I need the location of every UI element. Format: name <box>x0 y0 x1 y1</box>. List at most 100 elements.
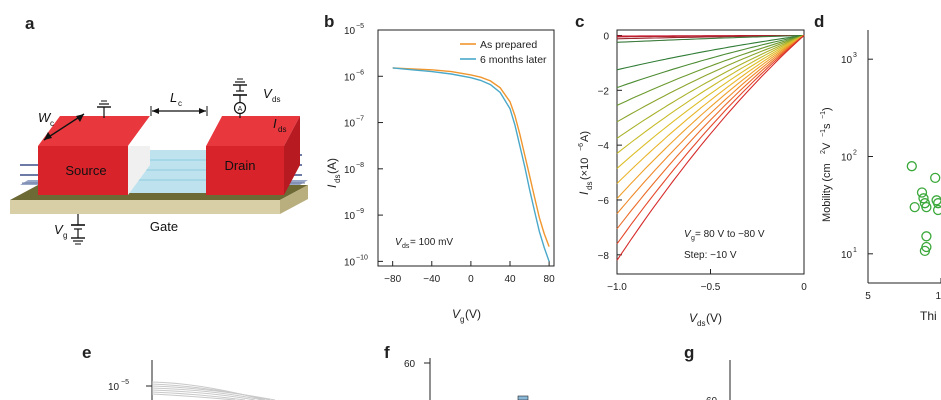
chart-d-ylabel: Mobility (cm <box>821 163 833 222</box>
chart-c-annotation-step: Step: −10 V <box>684 250 737 261</box>
chart-b-xlabel-main: V <box>452 307 461 321</box>
source-ground-icon <box>97 100 111 118</box>
chart-e-curves <box>151 381 276 400</box>
chart-c-ylabel-main: I <box>577 191 591 195</box>
chart-b-ytick-base: 10 <box>344 72 356 83</box>
chart-b-ytick-exp: −6 <box>356 69 364 76</box>
chart-c-xlabel-sub: ds <box>697 319 705 328</box>
chart-b-ylabel-main: I <box>325 184 339 188</box>
panel-letter-e: e <box>82 343 92 362</box>
gate-label: Gate <box>150 219 178 234</box>
chart-d-ytick-base: 10 <box>841 153 853 164</box>
chart-c-ytick-label: −6 <box>598 196 610 207</box>
chart-b-annotation-sub: ds <box>402 243 410 250</box>
chart-d-ylabel-mid2: s <box>821 123 833 129</box>
chart-d-ylabel-mid: V <box>821 142 833 150</box>
chart-d-point <box>906 161 917 172</box>
gate-circuit <box>71 214 85 245</box>
chart-c-annotation-sub: g <box>691 235 695 242</box>
source-front <box>38 146 128 195</box>
gate-substrate-front <box>10 200 280 214</box>
chart-b-ytick-base: 10 <box>344 119 356 130</box>
chart-b-xlabel-unit: (V) <box>465 307 481 321</box>
panel-letter-d: d <box>814 12 825 31</box>
drain-label: Drain <box>224 158 255 173</box>
chart-b-annotation-main: V <box>395 237 403 248</box>
chart-b-ytick-exp: −9 <box>356 208 364 215</box>
chart-d-xtick-label: 10 <box>935 291 941 302</box>
chart-d-xtick-label: 5 <box>865 291 871 302</box>
source-top <box>38 116 150 146</box>
chart-c-ytick-label: −2 <box>598 86 610 97</box>
wc-label: W <box>38 110 52 125</box>
wc-sub: c <box>50 119 54 128</box>
chart-c-series-line <box>616 34 805 139</box>
chart-b-legend-label: 6 months later <box>480 54 547 66</box>
chart-c-ylabel-sub: ds <box>585 182 594 190</box>
chart-b-ytick-base: 10 <box>344 211 356 222</box>
chart-b-frame <box>377 29 555 267</box>
ammeter-label: A <box>238 106 243 113</box>
lc-sub: c <box>178 99 182 108</box>
chart-d-ylabel-exp1: 2 <box>820 150 827 154</box>
chart-d-point <box>930 172 941 184</box>
chart-d-point <box>932 204 941 216</box>
chart-d-point <box>921 201 932 213</box>
chart-c-ytick-label: −8 <box>598 251 610 262</box>
chart-c-ytick-label: −4 <box>598 141 610 152</box>
chart-c-annotation-main: V <box>684 229 692 240</box>
drain-top <box>206 116 300 146</box>
chart-b-series-line <box>392 67 550 247</box>
chart-b-ytick-base: 10 <box>344 26 356 37</box>
chart-g-ytick-label: 60 <box>706 396 718 400</box>
ammeter-icon <box>233 101 247 115</box>
chart-c-series-line <box>616 34 805 123</box>
chart-d-point <box>919 245 931 257</box>
chart-c-series-line <box>616 35 805 245</box>
chart-c-xlabel-unit: (V) <box>706 311 722 325</box>
lc-label: L <box>170 90 177 105</box>
chart-d-point <box>916 187 928 198</box>
chart-c-series-line <box>616 35 805 199</box>
chart-f-ytick-label: 60 <box>404 359 416 370</box>
chart-b-ytick-exp: −8 <box>356 162 364 169</box>
chart-d-ytick-base: 10 <box>841 55 853 66</box>
chart-d-ytick-exp: 3 <box>853 52 857 59</box>
chart-c-xlabel-main: V <box>689 311 698 325</box>
chart-c-series-line <box>616 35 805 230</box>
chart-c-series-line <box>616 35 805 215</box>
chart-d-point <box>921 231 932 242</box>
panel-letter-c: c <box>575 12 585 31</box>
ids-label: I <box>273 116 277 131</box>
chart-c-series-line <box>616 35 805 184</box>
chart-b-xtick-label: 0 <box>468 274 474 285</box>
chart-d-point <box>932 198 941 209</box>
panel-letter-f: f <box>384 343 390 362</box>
chart-d-ytick-exp: 2 <box>853 150 857 157</box>
chart-c-series-line <box>616 35 805 154</box>
panel-letter-g: g <box>684 343 695 362</box>
chart-b-xtick-label: −40 <box>423 274 440 285</box>
chart-d-ylabel-tail: ) <box>821 107 833 111</box>
chart-c-ylabel-exp: −6 <box>578 143 585 151</box>
chart-d-ytick-exp: 1 <box>853 247 857 254</box>
chart-b-ylabel-unit: (A) <box>325 158 339 174</box>
chart-e-ytick-exp: −5 <box>121 379 129 386</box>
chart-b-xtick-label: 80 <box>544 274 556 285</box>
chart-c-series-line <box>616 34 805 71</box>
chart-c-ylabel-unit: (×10 <box>579 158 591 180</box>
ids-sub: ds <box>278 125 286 134</box>
chart-e-ytick-base: 10 <box>108 382 120 393</box>
chart-c-ylabel-tail: A) <box>579 131 591 142</box>
drain-circuit <box>233 78 247 118</box>
chart-b-legend-label: As prepared <box>480 39 537 51</box>
chart-d-point <box>918 193 929 204</box>
chart-d-xlabel: Thi <box>920 309 937 323</box>
vg-label: V <box>54 222 64 237</box>
chart-c-series-line <box>616 35 805 169</box>
chart-b-xlabel-sub: g <box>460 315 464 324</box>
chart-d-ytick-base: 10 <box>841 250 853 261</box>
